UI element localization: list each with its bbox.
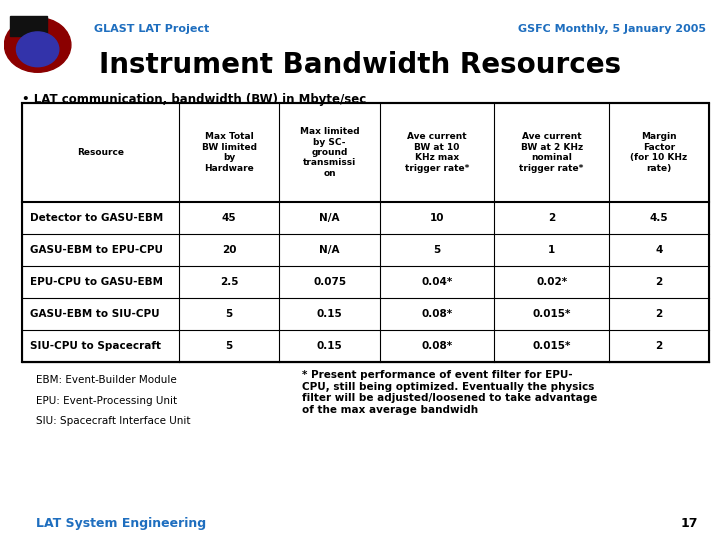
Text: 5: 5 (225, 341, 233, 351)
Text: 0.15: 0.15 (317, 341, 343, 351)
Text: 2: 2 (655, 277, 662, 287)
Text: 0.08*: 0.08* (421, 341, 453, 351)
Text: 0.15: 0.15 (317, 309, 343, 319)
Text: 0.08*: 0.08* (421, 309, 453, 319)
Text: 0.075: 0.075 (313, 277, 346, 287)
Text: EPU: Event-Processing Unit: EPU: Event-Processing Unit (36, 396, 177, 406)
Text: * Present performance of event filter for EPU-
CPU, still being optimized. Event: * Present performance of event filter fo… (302, 370, 598, 415)
Text: Detector to GASU-EBM: Detector to GASU-EBM (30, 213, 163, 224)
Text: 2.5: 2.5 (220, 277, 238, 287)
Text: 4.5: 4.5 (649, 213, 668, 224)
Text: N/A: N/A (320, 213, 340, 224)
Bar (9, 16, 48, 36)
Text: Max limited
by SC-
ground
transmissi
on: Max limited by SC- ground transmissi on (300, 127, 359, 178)
Text: Instrument Bandwidth Resources: Instrument Bandwidth Resources (99, 51, 621, 79)
Text: 1: 1 (548, 245, 555, 255)
Text: • LAT communication, bandwidth (BW) in Mbyte/sec: • LAT communication, bandwidth (BW) in M… (22, 93, 366, 106)
Text: 2: 2 (655, 341, 662, 351)
Text: 17: 17 (681, 517, 698, 530)
Text: Ave current
BW at 2 KHz
nominal
trigger rate*: Ave current BW at 2 KHz nominal trigger … (519, 132, 584, 173)
Text: 10: 10 (430, 213, 444, 224)
Text: 45: 45 (222, 213, 237, 224)
Text: EBM: Event-Builder Module: EBM: Event-Builder Module (36, 375, 176, 386)
Text: LAT System Engineering: LAT System Engineering (36, 517, 206, 530)
Text: GASU-EBM to EPU-CPU: GASU-EBM to EPU-CPU (30, 245, 163, 255)
Text: SIU: Spacecraft Interface Unit: SIU: Spacecraft Interface Unit (36, 416, 191, 427)
Text: 5: 5 (225, 309, 233, 319)
Text: 0.02*: 0.02* (536, 277, 567, 287)
Circle shape (17, 32, 59, 67)
Text: GASU-EBM to SIU-CPU: GASU-EBM to SIU-CPU (30, 309, 159, 319)
Text: GLAST LAT Project: GLAST LAT Project (94, 24, 209, 35)
Text: 2: 2 (655, 309, 662, 319)
Text: GSFC Monthly, 5 January 2005: GSFC Monthly, 5 January 2005 (518, 24, 706, 35)
Text: 20: 20 (222, 245, 237, 255)
Text: Margin
Factor
(for 10 KHz
rate): Margin Factor (for 10 KHz rate) (631, 132, 688, 173)
Text: 4: 4 (655, 245, 662, 255)
Text: 5: 5 (433, 245, 441, 255)
Text: 0.04*: 0.04* (421, 277, 453, 287)
Text: Max Total
BW limited
by
Hardware: Max Total BW limited by Hardware (202, 132, 257, 173)
Text: SIU-CPU to Spacecraft: SIU-CPU to Spacecraft (30, 341, 161, 351)
Text: Ave current
BW at 10
KHz max
trigger rate*: Ave current BW at 10 KHz max trigger rat… (405, 132, 469, 173)
Text: 2: 2 (548, 213, 555, 224)
Text: 0.015*: 0.015* (532, 341, 571, 351)
Text: N/A: N/A (320, 245, 340, 255)
Circle shape (4, 18, 71, 72)
Text: Resource: Resource (77, 148, 124, 157)
Text: 0.015*: 0.015* (532, 309, 571, 319)
Text: EPU-CPU to GASU-EBM: EPU-CPU to GASU-EBM (30, 277, 163, 287)
